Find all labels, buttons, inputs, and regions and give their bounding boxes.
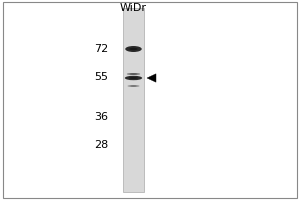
Polygon shape xyxy=(147,74,156,82)
Text: WiDr: WiDr xyxy=(120,3,147,13)
Text: 72: 72 xyxy=(94,44,108,54)
Text: 28: 28 xyxy=(94,140,108,150)
Ellipse shape xyxy=(128,85,140,87)
Ellipse shape xyxy=(125,46,142,52)
Ellipse shape xyxy=(129,77,138,79)
Text: 36: 36 xyxy=(94,112,108,122)
Text: 55: 55 xyxy=(94,72,108,82)
Ellipse shape xyxy=(129,48,138,50)
Ellipse shape xyxy=(125,76,142,80)
Bar xyxy=(123,8,144,192)
Ellipse shape xyxy=(127,73,140,75)
